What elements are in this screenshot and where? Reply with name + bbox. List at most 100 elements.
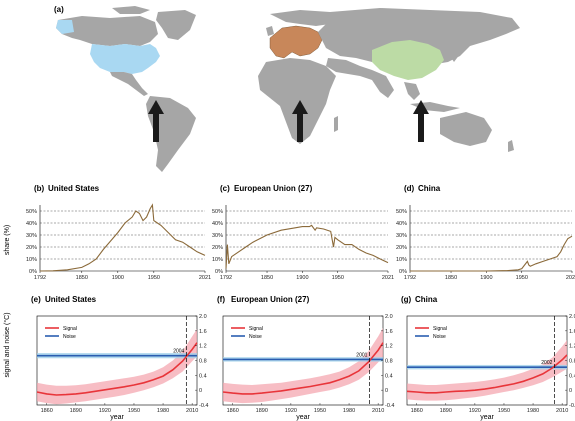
panel-label-e: (e) (31, 295, 41, 304)
share-axis-title: share (%) (4, 225, 11, 255)
x-tick-label-g: 1980 (527, 408, 539, 414)
share-panel-d: (d) China 0% 10% 20% 30% 40% 50% 1792 1850 1900 195… (396, 184, 575, 281)
y-tick-label-g: -0.4 (569, 403, 575, 409)
arrow-us-icon (148, 100, 164, 142)
y-tick-label-d: 30% (396, 233, 407, 239)
y-tick-label-c: 30% (212, 233, 223, 239)
x-tick-label-d: 2021 (566, 275, 575, 281)
alaska-highlight (56, 20, 74, 34)
y-tick-label-f: 1.2 (385, 344, 393, 350)
usa-highlight (90, 44, 160, 74)
signal-panel-g: (g)China 2002 -0.4 0 0.4 0.8 1.2 1.6 2.0 1860 1890… (401, 295, 575, 421)
emergence-label-f: 2001 (356, 352, 367, 358)
landmass-madagascar (334, 116, 338, 132)
y-tick-label-b: 20% (26, 245, 37, 251)
x-tick-label-e: 1950 (128, 408, 140, 414)
landmass-southeast-asia (404, 82, 420, 100)
signal-axis-title: signal and noise (°C) (3, 312, 11, 377)
legend-noise-label-g: Noise (433, 334, 446, 340)
signal-panel-f: (f) European Union (27) 2001 -0.4 0 0.4 0.8 1.2… (217, 295, 394, 421)
panel-title-g: China (415, 295, 438, 304)
legend-signal-label-f: Signal (249, 326, 263, 332)
y-tick-label-f: 2.0 (385, 314, 393, 320)
panel-label-c: (c) (220, 184, 230, 193)
share-panels: (b) United States 0% 10% 20% 30% 40% 50% 1792 185… (26, 184, 575, 281)
y-tick-label-e: -0.4 (199, 403, 208, 409)
x-tick-label-b: 1950 (148, 275, 160, 281)
signal-band-f (223, 327, 383, 404)
x-axis-title-e: year (110, 414, 124, 421)
x-tick-label-b: 1850 (76, 275, 88, 281)
landmass-asia (318, 8, 520, 64)
legend-noise-label-f: Noise (249, 334, 262, 340)
x-tick-label-d: 1792 (404, 275, 416, 281)
x-tick-label-f: 1980 (343, 408, 355, 414)
signal-line-e (36, 342, 198, 396)
y-tick-label-c: 50% (212, 209, 223, 215)
x-tick-label-c: 1950 (332, 275, 344, 281)
legend-noise-label-e: Noise (63, 334, 76, 340)
y-tick-label-g: 0.8 (569, 359, 575, 365)
share-line-b (39, 203, 206, 272)
x-axis-title-f: year (296, 414, 310, 421)
y-tick-label-g: 1.6 (569, 329, 575, 335)
landmass-south-asia (326, 58, 394, 98)
landmass-arctic-islands (112, 6, 150, 14)
china-highlight (372, 40, 444, 80)
share-line-c (225, 224, 389, 269)
x-tick-label-c: 1792 (220, 275, 232, 281)
arrow-china-icon (413, 100, 429, 142)
x-tick-label-e: 1860 (41, 408, 53, 414)
share-panel-c: (c) European Union (27) 0% 10% 20% 30% 40% 50% 1… (212, 184, 394, 281)
y-tick-label-b: 10% (26, 257, 37, 263)
landmass-north-europe (270, 10, 340, 26)
panel-title-d: China (418, 184, 441, 193)
y-tick-label-g: 1.2 (569, 344, 575, 350)
y-tick-label-c: 20% (212, 245, 223, 251)
y-tick-label-c: 40% (212, 221, 223, 227)
panel-label-d: (d) (404, 184, 415, 193)
world-map: (a) (54, 5, 520, 172)
map-panel-label: (a) (54, 5, 64, 14)
x-axis-title-g: year (480, 414, 494, 421)
y-tick-label-b: 0% (29, 269, 37, 275)
y-tick-label-c: 0% (215, 269, 223, 275)
emergence-label-e: 2004 (173, 349, 184, 355)
panel-label-g: (g) (401, 295, 412, 304)
landmass-greenland (156, 10, 196, 40)
y-tick-label-f: 0 (385, 388, 388, 394)
x-tick-label-f: 1950 (314, 408, 326, 414)
signal-line-g (406, 354, 568, 394)
landmass-australia (440, 112, 492, 146)
panel-title-e: United States (45, 295, 97, 304)
x-tick-label-f: 1920 (285, 408, 297, 414)
y-tick-label-e: 0.4 (199, 373, 207, 379)
landmass-africa (258, 58, 336, 144)
y-tick-label-g: 0 (569, 388, 572, 394)
landmass-japan (450, 44, 460, 62)
x-tick-label-c: 2021 (382, 275, 394, 281)
x-tick-label-e: 1890 (70, 408, 82, 414)
y-tick-label-d: 50% (396, 209, 407, 215)
signal-panel-e: (e) United States 2004 -0.4 0 0.4 0.8 1.2 1.6 2.0… (31, 295, 208, 421)
x-tick-label-g: 1860 (411, 408, 423, 414)
y-tick-label-b: 50% (26, 209, 37, 215)
x-tick-label-c: 1850 (261, 275, 273, 281)
share-line-d (410, 235, 573, 272)
y-tick-label-f: 0.8 (385, 359, 393, 365)
x-tick-label-g: 2010 (556, 408, 568, 414)
arrow-eu-icon (292, 100, 308, 142)
landmass-uk (266, 26, 274, 36)
landmass-new-zealand (508, 140, 514, 152)
signal-band-e (37, 329, 197, 405)
x-tick-label-g: 1890 (440, 408, 452, 414)
panel-title-b: United States (48, 184, 100, 193)
signal-band-g (407, 340, 567, 401)
panel-label-b: (b) (34, 184, 45, 193)
eu-highlight (269, 25, 323, 59)
signal-panels: (e) United States 2004 -0.4 0 0.4 0.8 1.2 1.6 2.0… (31, 295, 575, 421)
x-tick-label-f: 2010 (372, 408, 384, 414)
y-tick-label-e: 1.6 (199, 329, 207, 335)
y-tick-label-f: 1.6 (385, 329, 393, 335)
share-panel-b: (b) United States 0% 10% 20% 30% 40% 50% 1792 185… (26, 184, 211, 281)
